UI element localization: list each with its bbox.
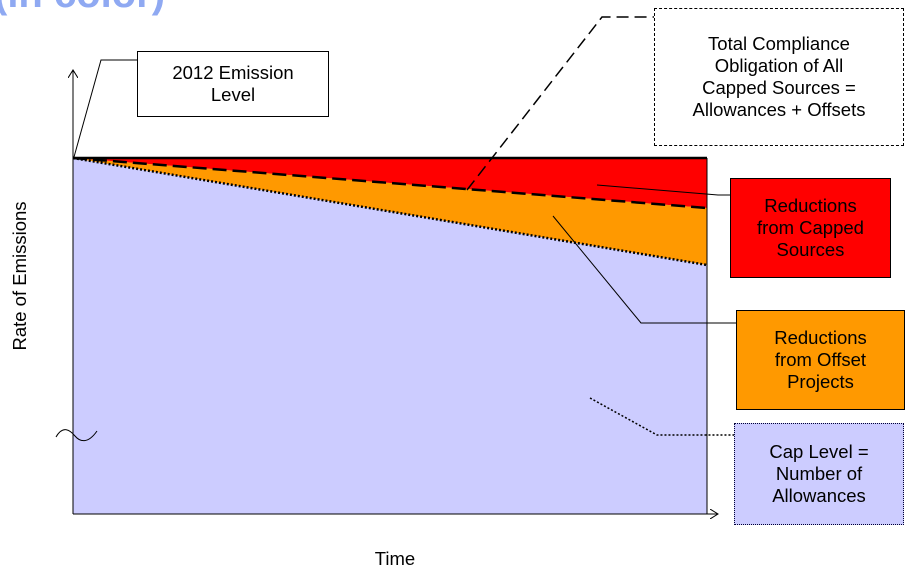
leader-line-2012 xyxy=(73,59,137,158)
axis-break-squiggle xyxy=(55,429,98,442)
leader-line-offset xyxy=(552,215,736,324)
cap-dotted-line xyxy=(72,156,708,267)
reductions-capped-sources-label: Reductions from Capped Sources xyxy=(730,178,891,278)
capped-reductions-region xyxy=(73,158,707,208)
leader-line-cap xyxy=(589,397,734,436)
x-axis-label: Time xyxy=(374,548,416,569)
cap-level-region xyxy=(73,158,707,514)
compliance-obligation-line xyxy=(72,156,708,210)
reductions-offset-projects-label: Reductions from Offset Projects xyxy=(736,310,905,410)
leader-line-capped xyxy=(596,184,730,196)
emission-2012-label: 2012 Emission Level xyxy=(137,51,329,117)
leader-line-compliance xyxy=(466,16,654,191)
total-compliance-label: Total Compliance Obligation of All Cappe… xyxy=(654,8,904,146)
y-axis-label: Rate of Emissions xyxy=(9,201,30,351)
cap-level-label: Cap Level = Number of Allowances xyxy=(734,423,904,525)
slide-title-fragment: (in color) xyxy=(0,0,165,14)
